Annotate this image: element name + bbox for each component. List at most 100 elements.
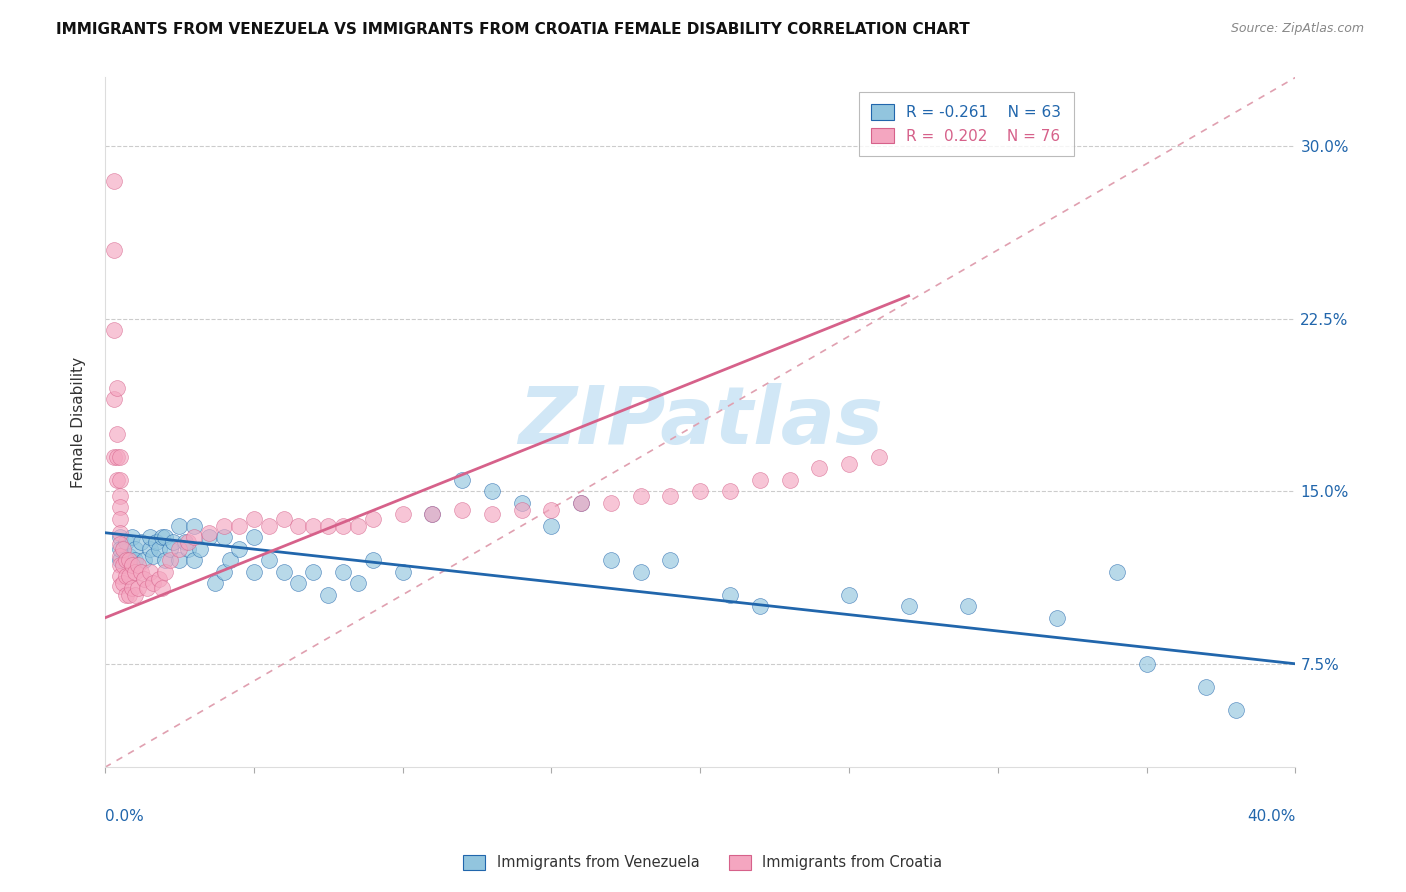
Point (108, 450, 131, 464)
Point (273, 512, 295, 526)
Point (287, 518, 309, 533)
Point (183, 518, 205, 533)
Point (257, 518, 280, 533)
Point (108, 473, 131, 487)
Point (105, 473, 128, 487)
Point (108, 579, 131, 593)
Point (138, 541, 160, 556)
Point (108, 537, 131, 551)
Point (108, 549, 131, 563)
Point (114, 588, 136, 602)
Point (332, 518, 354, 533)
Point (111, 541, 134, 556)
Point (118, 588, 141, 602)
Point (108, 489, 131, 503)
Point (302, 565, 325, 579)
Point (114, 535, 136, 549)
Text: IMMIGRANTS FROM VENEZUELA VS IMMIGRANTS FROM CROATIA FEMALE DISABILITY CORRELATI: IMMIGRANTS FROM VENEZUELA VS IMMIGRANTS … (56, 22, 970, 37)
Point (142, 549, 165, 563)
Point (108, 530, 131, 544)
Point (361, 512, 384, 526)
Point (121, 530, 143, 544)
Point (243, 565, 266, 579)
Point (198, 525, 221, 540)
Point (108, 541, 131, 556)
Point (1046, 611, 1069, 625)
Point (347, 518, 370, 533)
Point (838, 588, 860, 602)
Point (124, 541, 146, 556)
Legend: R = -0.261    N = 63, R =  0.202    N = 76: R = -0.261 N = 63, R = 0.202 N = 76 (859, 92, 1074, 156)
Point (177, 541, 200, 556)
Point (114, 569, 136, 583)
Point (121, 581, 143, 595)
Point (332, 565, 354, 579)
Legend: Immigrants from Venezuela, Immigrants from Croatia: Immigrants from Venezuela, Immigrants fr… (457, 848, 949, 876)
Point (150, 530, 173, 544)
Text: Source: ZipAtlas.com: Source: ZipAtlas.com (1230, 22, 1364, 36)
Point (630, 489, 652, 503)
Point (391, 508, 413, 522)
Point (138, 565, 160, 579)
Point (148, 541, 170, 556)
Point (957, 599, 980, 614)
Point (103, 243, 125, 257)
Point (347, 576, 370, 591)
Point (121, 558, 143, 572)
Point (183, 530, 205, 544)
Point (145, 535, 167, 549)
Point (510, 496, 533, 510)
Point (129, 535, 152, 549)
Point (108, 558, 131, 572)
Point (108, 500, 131, 515)
Point (204, 576, 226, 591)
Point (569, 496, 592, 510)
Point (111, 558, 134, 572)
Point (422, 508, 444, 522)
Point (118, 549, 141, 563)
Text: 40.0%: 40.0% (1247, 809, 1295, 823)
Point (174, 535, 197, 549)
Point (273, 565, 295, 579)
Point (718, 484, 741, 499)
Point (422, 508, 444, 522)
Point (1225, 703, 1247, 717)
Point (188, 541, 211, 556)
Point (103, 392, 125, 407)
Point (451, 502, 474, 516)
Point (162, 535, 184, 549)
Point (838, 457, 860, 471)
Point (600, 553, 623, 567)
Point (868, 450, 890, 464)
Point (243, 530, 266, 544)
Point (103, 174, 125, 188)
Point (108, 553, 131, 567)
Point (118, 553, 141, 567)
Point (257, 553, 280, 567)
Point (718, 588, 741, 602)
Point (103, 323, 125, 337)
Point (138, 530, 160, 544)
Point (142, 576, 165, 591)
Point (451, 473, 474, 487)
Point (243, 512, 266, 526)
Point (481, 484, 503, 499)
Point (1105, 565, 1128, 579)
Point (108, 525, 131, 540)
Point (153, 565, 176, 579)
Point (135, 581, 157, 595)
Point (748, 599, 770, 614)
Point (659, 553, 682, 567)
Point (118, 569, 141, 583)
Point (689, 484, 711, 499)
Point (108, 569, 131, 583)
Point (600, 496, 623, 510)
Point (124, 588, 146, 602)
Text: 0.0%: 0.0% (105, 809, 143, 823)
Point (1136, 657, 1159, 671)
Point (316, 588, 339, 602)
Point (212, 565, 235, 579)
Point (219, 553, 242, 567)
Point (169, 541, 191, 556)
Point (159, 553, 181, 567)
